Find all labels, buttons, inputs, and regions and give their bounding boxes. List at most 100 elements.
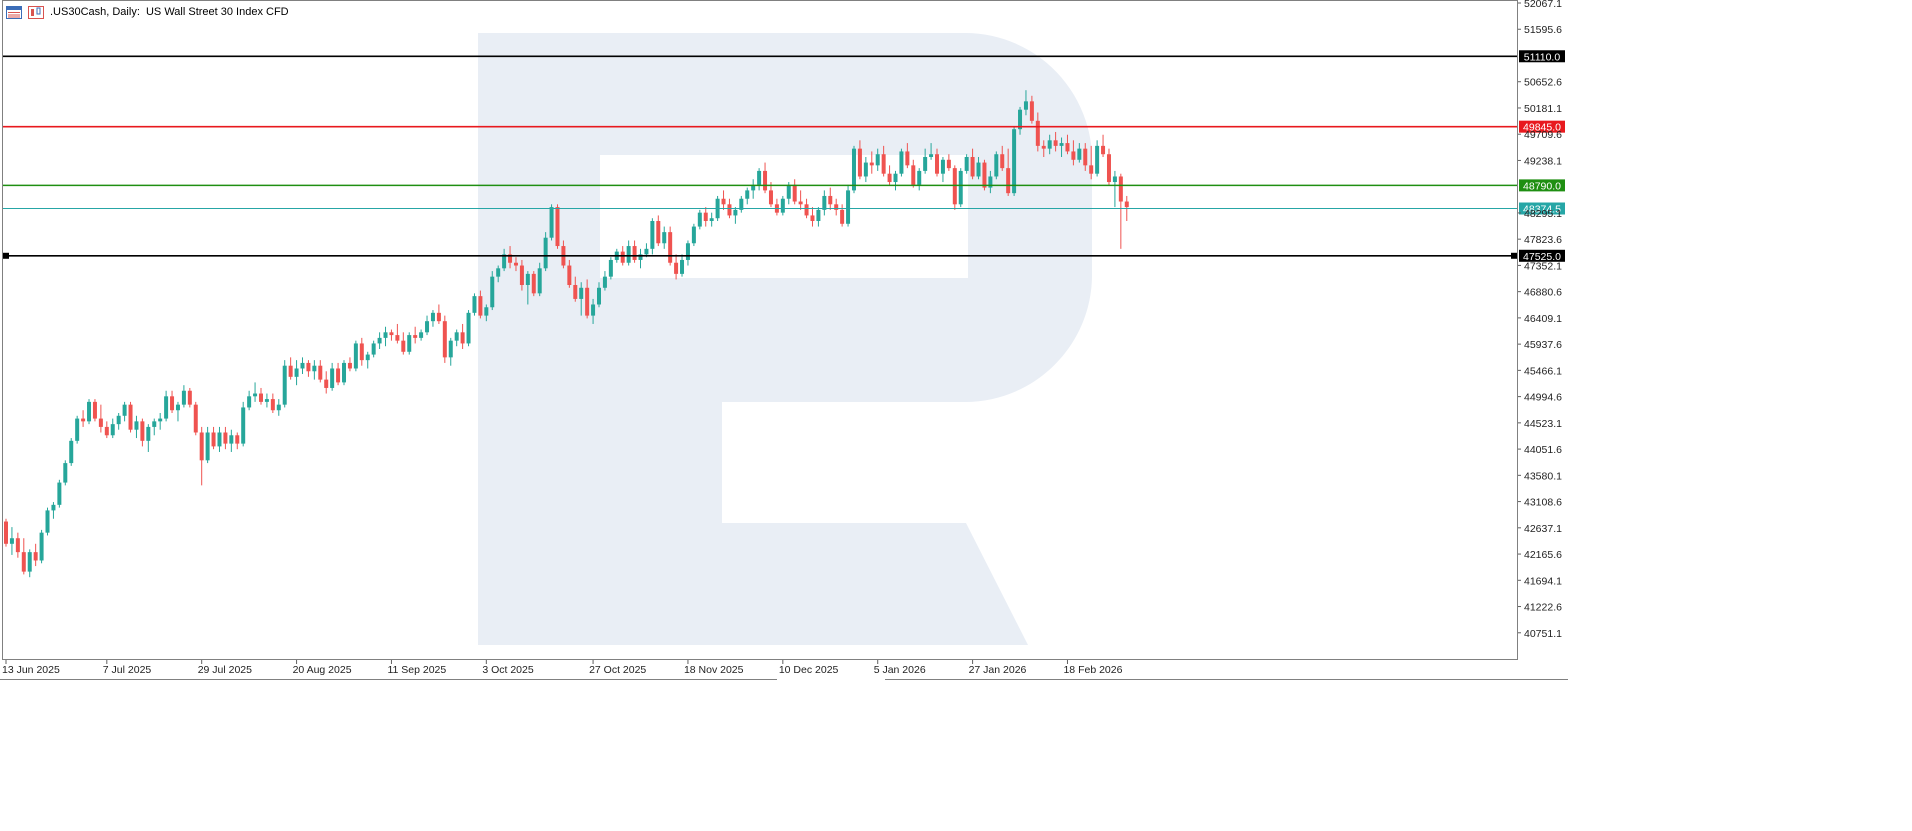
- level-price-tag: [1519, 50, 1565, 63]
- candle-body: [27, 552, 32, 572]
- candle-body: [324, 379, 329, 388]
- candle-body: [567, 265, 572, 286]
- candle-body: [110, 424, 115, 436]
- level-price-tag: [1519, 179, 1565, 192]
- candle-body: [757, 170, 762, 185]
- x-tick-label: 27 Jan 2026: [969, 664, 1027, 676]
- candle-body: [994, 154, 999, 177]
- candle-body: [342, 362, 347, 383]
- candle-body: [81, 418, 86, 422]
- candle-body: [336, 368, 341, 383]
- table-icon[interactable]: [6, 5, 22, 19]
- candle-body: [205, 432, 210, 461]
- candle-body: [597, 287, 601, 305]
- candle-body: [751, 184, 756, 191]
- candle-body: [175, 404, 180, 411]
- candle-body: [798, 201, 803, 205]
- y-tick-label: 42637.1: [1524, 523, 1562, 535]
- candle-body: [300, 362, 305, 369]
- candle-body: [377, 337, 382, 344]
- candle-body: [9, 538, 14, 544]
- x-tick-label: 5 Jan 2026: [874, 664, 926, 676]
- candle-body: [828, 195, 833, 205]
- chart-title: .US30Cash, Daily: US Wall Street 30 Inde…: [50, 6, 289, 18]
- candle-body: [976, 162, 981, 177]
- candle-body: [460, 332, 465, 344]
- y-tick-label: 42165.6: [1524, 549, 1562, 561]
- candle-body: [1077, 148, 1082, 160]
- candle-body: [851, 148, 856, 191]
- candle-body: [857, 148, 862, 177]
- candle-body: [199, 432, 204, 461]
- candle-body: [650, 221, 655, 249]
- candle-body: [816, 209, 821, 222]
- candle-body: [638, 254, 643, 260]
- candle-body: [626, 246, 631, 263]
- x-tick-label: 3 Oct 2025: [482, 664, 534, 676]
- watermark-fill: [600, 402, 722, 645]
- y-tick-label: 49238.1: [1524, 155, 1562, 167]
- candle-body: [389, 332, 394, 336]
- y-tick-label: 45466.1: [1524, 365, 1562, 377]
- candle-body: [792, 184, 797, 202]
- level-price-tag: [1519, 120, 1565, 133]
- candle-body: [709, 218, 714, 222]
- y-tick-label: 47823.6: [1524, 234, 1562, 246]
- candle-body: [869, 162, 874, 166]
- candle-chart-icon[interactable]: [28, 5, 44, 19]
- line-handle-right[interactable]: [1511, 252, 1517, 259]
- y-tick-label: 50652.6: [1524, 77, 1562, 89]
- candle-body: [1089, 165, 1094, 174]
- candle-body: [1112, 176, 1117, 183]
- candle-body: [98, 418, 103, 427]
- x-tick-label: 7 Jul 2025: [103, 664, 152, 676]
- candle-body: [508, 254, 513, 263]
- candle-body: [472, 296, 477, 313]
- candle-body: [217, 432, 222, 447]
- line-handle-left[interactable]: [3, 252, 9, 259]
- candle-body: [1083, 148, 1088, 166]
- candle-body: [929, 154, 934, 158]
- candle-body: [691, 226, 696, 244]
- candle-body: [45, 510, 50, 533]
- candle-body: [33, 552, 38, 561]
- candle-body: [140, 421, 145, 441]
- candle-body: [478, 296, 483, 316]
- candle-body: [804, 204, 809, 216]
- y-tick-label: 40751.1: [1524, 628, 1562, 640]
- y-tick-label: 47352.1: [1524, 260, 1562, 272]
- candle-body: [585, 287, 590, 316]
- candle-body: [982, 162, 987, 188]
- candle-body: [181, 390, 186, 405]
- candle-body: [834, 204, 839, 210]
- candle-body: [1047, 140, 1052, 149]
- candle-body: [668, 232, 673, 263]
- candle-body: [822, 195, 827, 210]
- candle-body: [875, 154, 880, 166]
- candle-body: [923, 157, 928, 171]
- level-price-label: 49845.0: [1523, 122, 1561, 134]
- candle-body: [430, 312, 435, 322]
- candle-body: [359, 343, 364, 361]
- candle-body: [656, 221, 661, 244]
- candle-body: [537, 268, 542, 294]
- candle-body: [1106, 154, 1111, 183]
- candle-body: [306, 362, 311, 372]
- y-tick-label: 48295.1: [1524, 208, 1562, 220]
- candle-body: [454, 332, 459, 341]
- candle-body: [911, 165, 916, 185]
- candle-body: [1041, 145, 1046, 149]
- candle-body: [1053, 140, 1058, 146]
- candle-body: [146, 426, 151, 441]
- candle-body: [644, 248, 649, 255]
- y-tick-label: 49709.6: [1524, 129, 1562, 141]
- x-tick-label: 11 Sep 2025: [387, 664, 446, 676]
- candle-body: [116, 415, 121, 425]
- y-tick-label: 43108.6: [1524, 497, 1562, 509]
- candle-body: [1029, 101, 1034, 121]
- candle-body: [1023, 101, 1028, 110]
- candlestick-chart[interactable]: 51110.0 49845.0 48790.0 48374.5 47525.0 5206…: [0, 0, 1568, 681]
- candle-body: [727, 204, 732, 216]
- x-tick-label: 18 Nov 2025: [684, 664, 744, 676]
- level-price-tag: [1519, 249, 1565, 262]
